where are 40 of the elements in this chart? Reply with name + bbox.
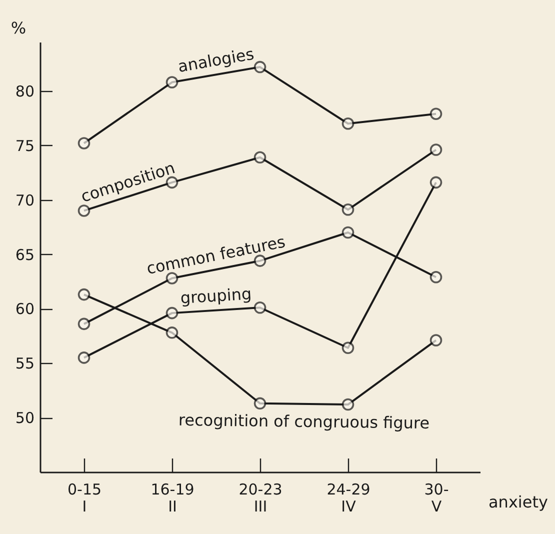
text: analogies: [176, 44, 256, 76]
point: [254, 151, 266, 164]
text: common features: [144, 232, 287, 278]
point: [78, 352, 90, 364]
point: [254, 301, 266, 314]
x-tick-label: 16-19 II: [150, 480, 194, 516]
point: [254, 397, 266, 410]
x-tick-label: 24-29 IV: [326, 480, 370, 516]
y-tick-label: 60: [15, 300, 34, 318]
y-tick-label: 75: [15, 136, 34, 155]
point: [342, 118, 354, 130]
y-tick-label: 70: [15, 191, 34, 210]
series-label: grouping: [180, 284, 252, 308]
y-axis-title: %: [10, 18, 26, 38]
point: [430, 271, 442, 284]
point: [430, 144, 442, 156]
point: [430, 108, 442, 120]
point: [342, 398, 354, 411]
point: [78, 137, 90, 150]
point: [166, 306, 178, 320]
point: [78, 288, 90, 301]
x-tick-label: 0-15 I: [67, 480, 102, 516]
point: [342, 342, 354, 354]
x-tick-label: 20-23 III: [238, 480, 282, 516]
point: [342, 204, 354, 216]
y-tick-label: 80: [15, 82, 34, 100]
y-tick-label: 65: [15, 246, 34, 264]
point: [78, 318, 90, 330]
y-tick-label: 55: [15, 354, 34, 373]
x-tick-label: 30- V: [424, 480, 449, 516]
point: [166, 76, 178, 88]
y-tick-label: 50: [15, 409, 34, 428]
point: [166, 326, 178, 339]
point: [430, 176, 442, 189]
point: [430, 334, 442, 346]
point: [254, 60, 266, 74]
x-axis-title: anxiety: [488, 492, 548, 512]
point: [78, 204, 90, 217]
point: [342, 226, 354, 239]
series-label: recognition of congruous figure: [178, 410, 430, 433]
